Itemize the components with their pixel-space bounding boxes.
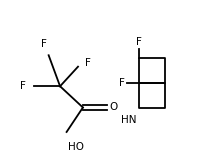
- Text: F: F: [136, 37, 141, 47]
- Text: HN: HN: [121, 115, 136, 125]
- Text: F: F: [84, 58, 90, 68]
- Text: F: F: [20, 81, 26, 91]
- Text: O: O: [109, 102, 117, 113]
- Text: F: F: [119, 78, 124, 88]
- Text: HO: HO: [68, 142, 84, 152]
- Text: F: F: [41, 39, 47, 49]
